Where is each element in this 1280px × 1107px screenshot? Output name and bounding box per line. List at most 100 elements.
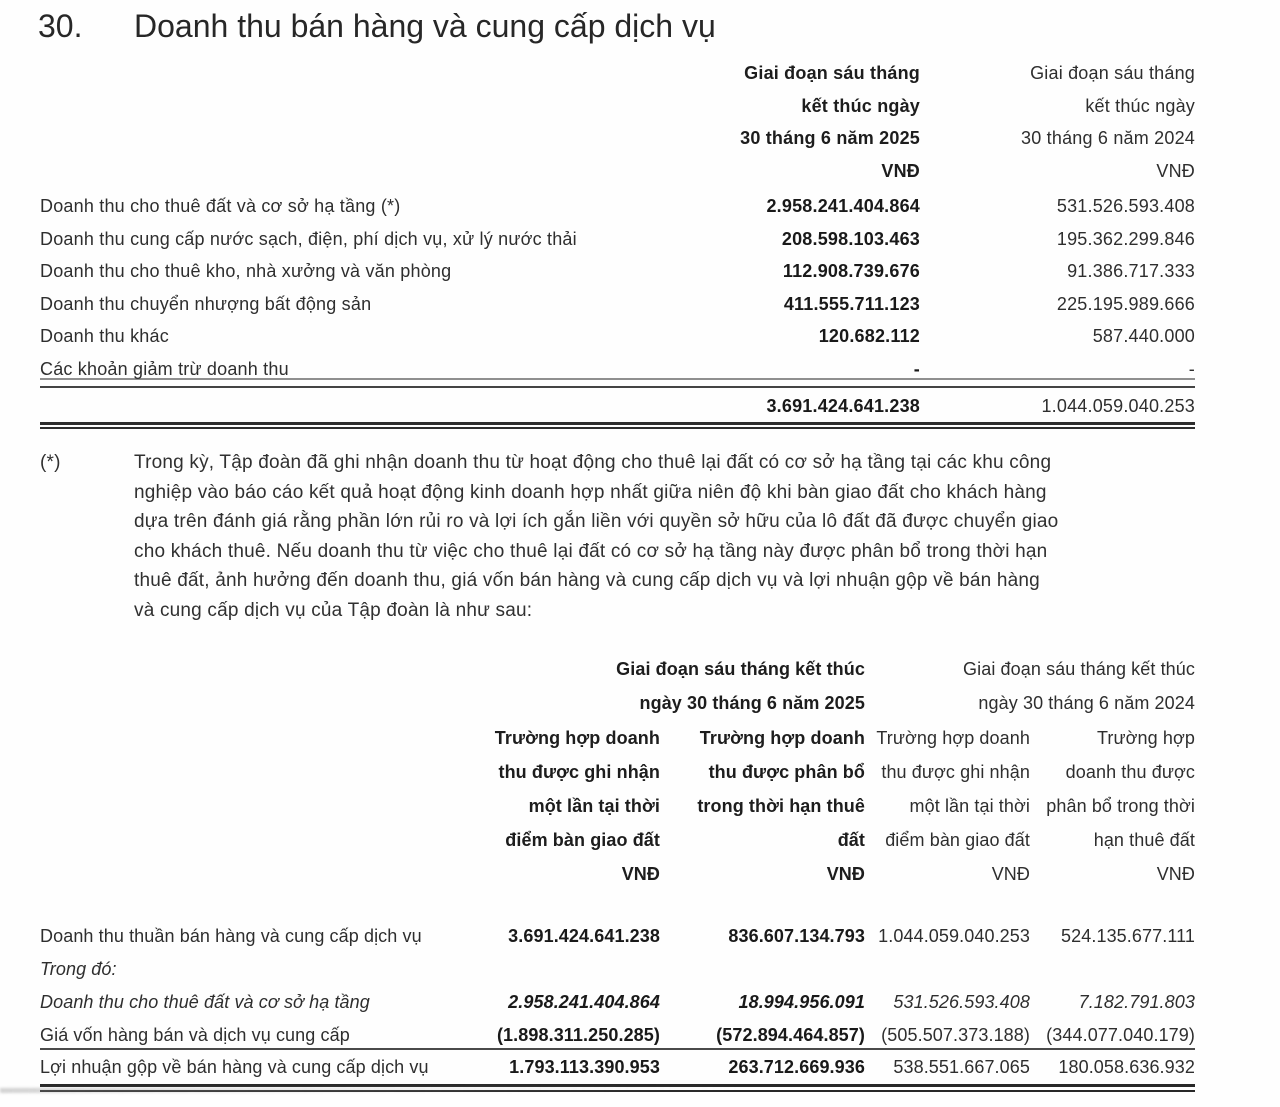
row-label: Doanh thu cung cấp nước sạch, điện, phí … — [40, 228, 577, 249]
revenue-table: Giai đoạn sáu tháng kết thúc ngày 30 thá… — [40, 57, 1195, 429]
value-2024: 587.440.000 — [1092, 326, 1195, 346]
value-allocated-2024 — [1030, 955, 1195, 988]
gross-profit-top-rule — [40, 1048, 1195, 1050]
value-allocated-2025 — [660, 955, 865, 988]
total-double-rule — [40, 422, 1195, 429]
value-2025: 2.958.241.404.864 — [766, 196, 920, 216]
header-line: điểm bàn giao đất — [505, 830, 660, 850]
section-title: Doanh thu bán hàng và cung cấp dịch vụ — [134, 8, 716, 44]
table-row: Doanh thu chuyển nhượng bất động sản 411… — [40, 291, 1195, 324]
scan-artifact — [0, 1086, 741, 1093]
row-label: Doanh thu khác — [40, 326, 169, 346]
footnote-line: dựa trên đánh giá rằng phần lớn rủi ro v… — [134, 511, 1059, 533]
currency-label: VNĐ — [621, 864, 660, 884]
header-line: thu được ghi nhận — [498, 762, 660, 782]
value-allocated-2024: 180.058.636.932 — [1058, 1057, 1195, 1077]
table-row: Giá vốn hàng bán và dịch vụ cung cấp (1.… — [40, 1021, 1195, 1054]
value-2025: 208.598.103.463 — [781, 228, 920, 249]
value-onetime-2024 — [865, 955, 1030, 988]
value-onetime-2025: 2.958.241.404.864 — [508, 992, 660, 1012]
footnote-line: nghiệp vào báo cáo kết quả hoạt động kin… — [134, 481, 1047, 503]
value-onetime-2025: (1.898.311.250.285) — [496, 1025, 660, 1045]
currency-label: VNĐ — [881, 160, 920, 181]
value-2025: - — [913, 358, 920, 379]
value-2024: 531.526.593.408 — [1056, 196, 1195, 216]
value-allocated-2025: (572.894.464.857) — [716, 1025, 865, 1045]
column-header-allocated-2024: Trường hợp doanh thu được phân bổ trong … — [1030, 721, 1195, 891]
header-line: kết thúc ngày — [1085, 95, 1195, 116]
column-header-2024: Giai đoạn sáu tháng kết thúc ngày 30 thá… — [920, 57, 1195, 187]
row-label: Doanh thu chuyển nhượng bất động sản — [40, 293, 372, 314]
subtotal-rule — [40, 378, 1195, 380]
revenue-table-header: Giai đoạn sáu tháng kết thúc ngày 30 thá… — [40, 57, 1195, 187]
header-line: 30 tháng 6 năm 2024 — [1021, 128, 1195, 148]
header-line: Giai đoạn sáu tháng — [1030, 63, 1195, 83]
table-row: Lợi nhuận gộp về bán hàng và cung cấp dị… — [40, 1050, 1195, 1083]
header-line: thu được ghi nhận — [881, 762, 1030, 782]
currency-label: VNĐ — [826, 864, 865, 884]
column-header-onetime-2025: Trường hợp doanh thu được ghi nhận một l… — [465, 721, 660, 891]
header-line: doanh thu được — [1065, 762, 1195, 782]
header-spacer — [40, 57, 660, 187]
header-line: hạn thuê đất — [1093, 830, 1195, 850]
header-line: Trường hợp — [1096, 728, 1195, 748]
value-allocated-2024: 524.135.677.111 — [1061, 926, 1195, 946]
header-line: phân bổ trong thời — [1046, 796, 1195, 816]
table-row: Doanh thu cung cấp nước sạch, điện, phí … — [40, 226, 1195, 259]
revenue-table-body: Doanh thu cho thuê đất và cơ sở hạ tầng … — [40, 193, 1195, 388]
section-number: 30. — [38, 8, 83, 44]
value-onetime-2025 — [465, 955, 660, 988]
table-row: Trong đó: — [40, 955, 1195, 988]
group-line: Giai đoạn sáu tháng kết thúc — [963, 659, 1195, 679]
header-line: Trường hợp doanh — [876, 728, 1030, 748]
header-spacer — [40, 721, 465, 891]
header-line: điểm bàn giao đất — [885, 830, 1030, 850]
allocation-table: Giai đoạn sáu tháng kết thúc ngày 30 thá… — [40, 652, 1195, 1092]
footnote: (*) Trong kỳ, Tập đoàn đã ghi nhận doanh… — [40, 448, 1058, 626]
value-onetime-2025: 1.793.113.390.953 — [509, 1057, 660, 1077]
table-row: Doanh thu cho thuê đất và cơ sở hạ tầng … — [40, 193, 1195, 226]
header-line: 30 tháng 6 năm 2025 — [740, 128, 920, 148]
footnote-line: và cung cấp dịch vụ của Tập đoàn là như … — [134, 599, 533, 621]
table-row: Các khoản giảm trừ doanh thu - - — [40, 356, 1195, 389]
row-label: Trong đó: — [40, 959, 117, 979]
total-2025: 3.691.424.641.238 — [766, 396, 920, 416]
row-label: Giá vốn hàng bán và dịch vụ cung cấp — [40, 1025, 350, 1045]
row-label: Doanh thu thuần bán hàng và cung cấp dịc… — [40, 926, 422, 946]
currency-label: VNĐ — [991, 864, 1030, 884]
footnote-line: cho khách thuê. Nếu doanh thu từ việc ch… — [134, 540, 1048, 562]
column-header-2025: Giai đoạn sáu tháng kết thúc ngày 30 thá… — [660, 57, 920, 187]
row-label: Các khoản giảm trừ doanh thu — [40, 358, 289, 379]
value-2025: 120.682.112 — [818, 326, 920, 346]
row-label: Doanh thu cho thuê đất và cơ sở hạ tầng — [40, 992, 370, 1012]
header-line: một lần tại thời — [909, 796, 1030, 816]
row-label: Doanh thu cho thuê kho, nhà xưởng và văn… — [40, 261, 452, 281]
gross-profit-double-rule — [40, 1084, 1195, 1092]
group-line: ngày 30 tháng 6 năm 2025 — [639, 693, 865, 713]
value-onetime-2024: 531.526.593.408 — [893, 992, 1030, 1012]
table-row: Doanh thu khác 120.682.112 587.440.000 — [40, 323, 1195, 356]
column-header-allocated-2025: Trường hợp doanh thu được phân bổ trong … — [660, 721, 865, 891]
footnote-text: Trong kỳ, Tập đoàn đã ghi nhận doanh thu… — [134, 448, 1058, 626]
value-allocated-2024: (344.077.040.179) — [1046, 1025, 1195, 1045]
table-row: Doanh thu cho thuê đất và cơ sở hạ tầng … — [40, 988, 1195, 1021]
value-onetime-2024: 1.044.059.040.253 — [878, 926, 1030, 946]
table-row: Doanh thu cho thuê kho, nhà xưởng và văn… — [40, 258, 1195, 291]
group-line: ngày 30 tháng 6 năm 2024 — [978, 693, 1195, 713]
value-2024: 225.195.989.666 — [1056, 293, 1195, 314]
header-line: Trường hợp doanh — [494, 728, 660, 748]
group-line: Giai đoạn sáu tháng kết thúc — [616, 659, 865, 679]
value-2024: 91.386.717.333 — [1067, 261, 1195, 281]
value-onetime-2025: 3.691.424.641.238 — [508, 926, 660, 946]
value-allocated-2025: 263.712.669.936 — [728, 1057, 865, 1077]
header-line: một lần tại thời — [528, 796, 660, 816]
row-label: Lợi nhuận gộp về bán hàng và cung cấp dị… — [40, 1057, 429, 1077]
value-allocated-2025: 18.994.956.091 — [738, 992, 865, 1012]
total-2024: 1.044.059.040.253 — [1041, 396, 1195, 416]
currency-label: VNĐ — [1156, 160, 1195, 181]
footnote-line: Trong kỳ, Tập đoàn đã ghi nhận doanh thu… — [134, 452, 1052, 473]
allocation-table-column-headers: Trường hợp doanh thu được ghi nhận một l… — [40, 721, 1195, 891]
value-allocated-2024: 7.182.791.803 — [1078, 992, 1195, 1012]
total-row-spacer — [40, 390, 660, 422]
header-line: thu được phân bổ — [708, 762, 865, 782]
